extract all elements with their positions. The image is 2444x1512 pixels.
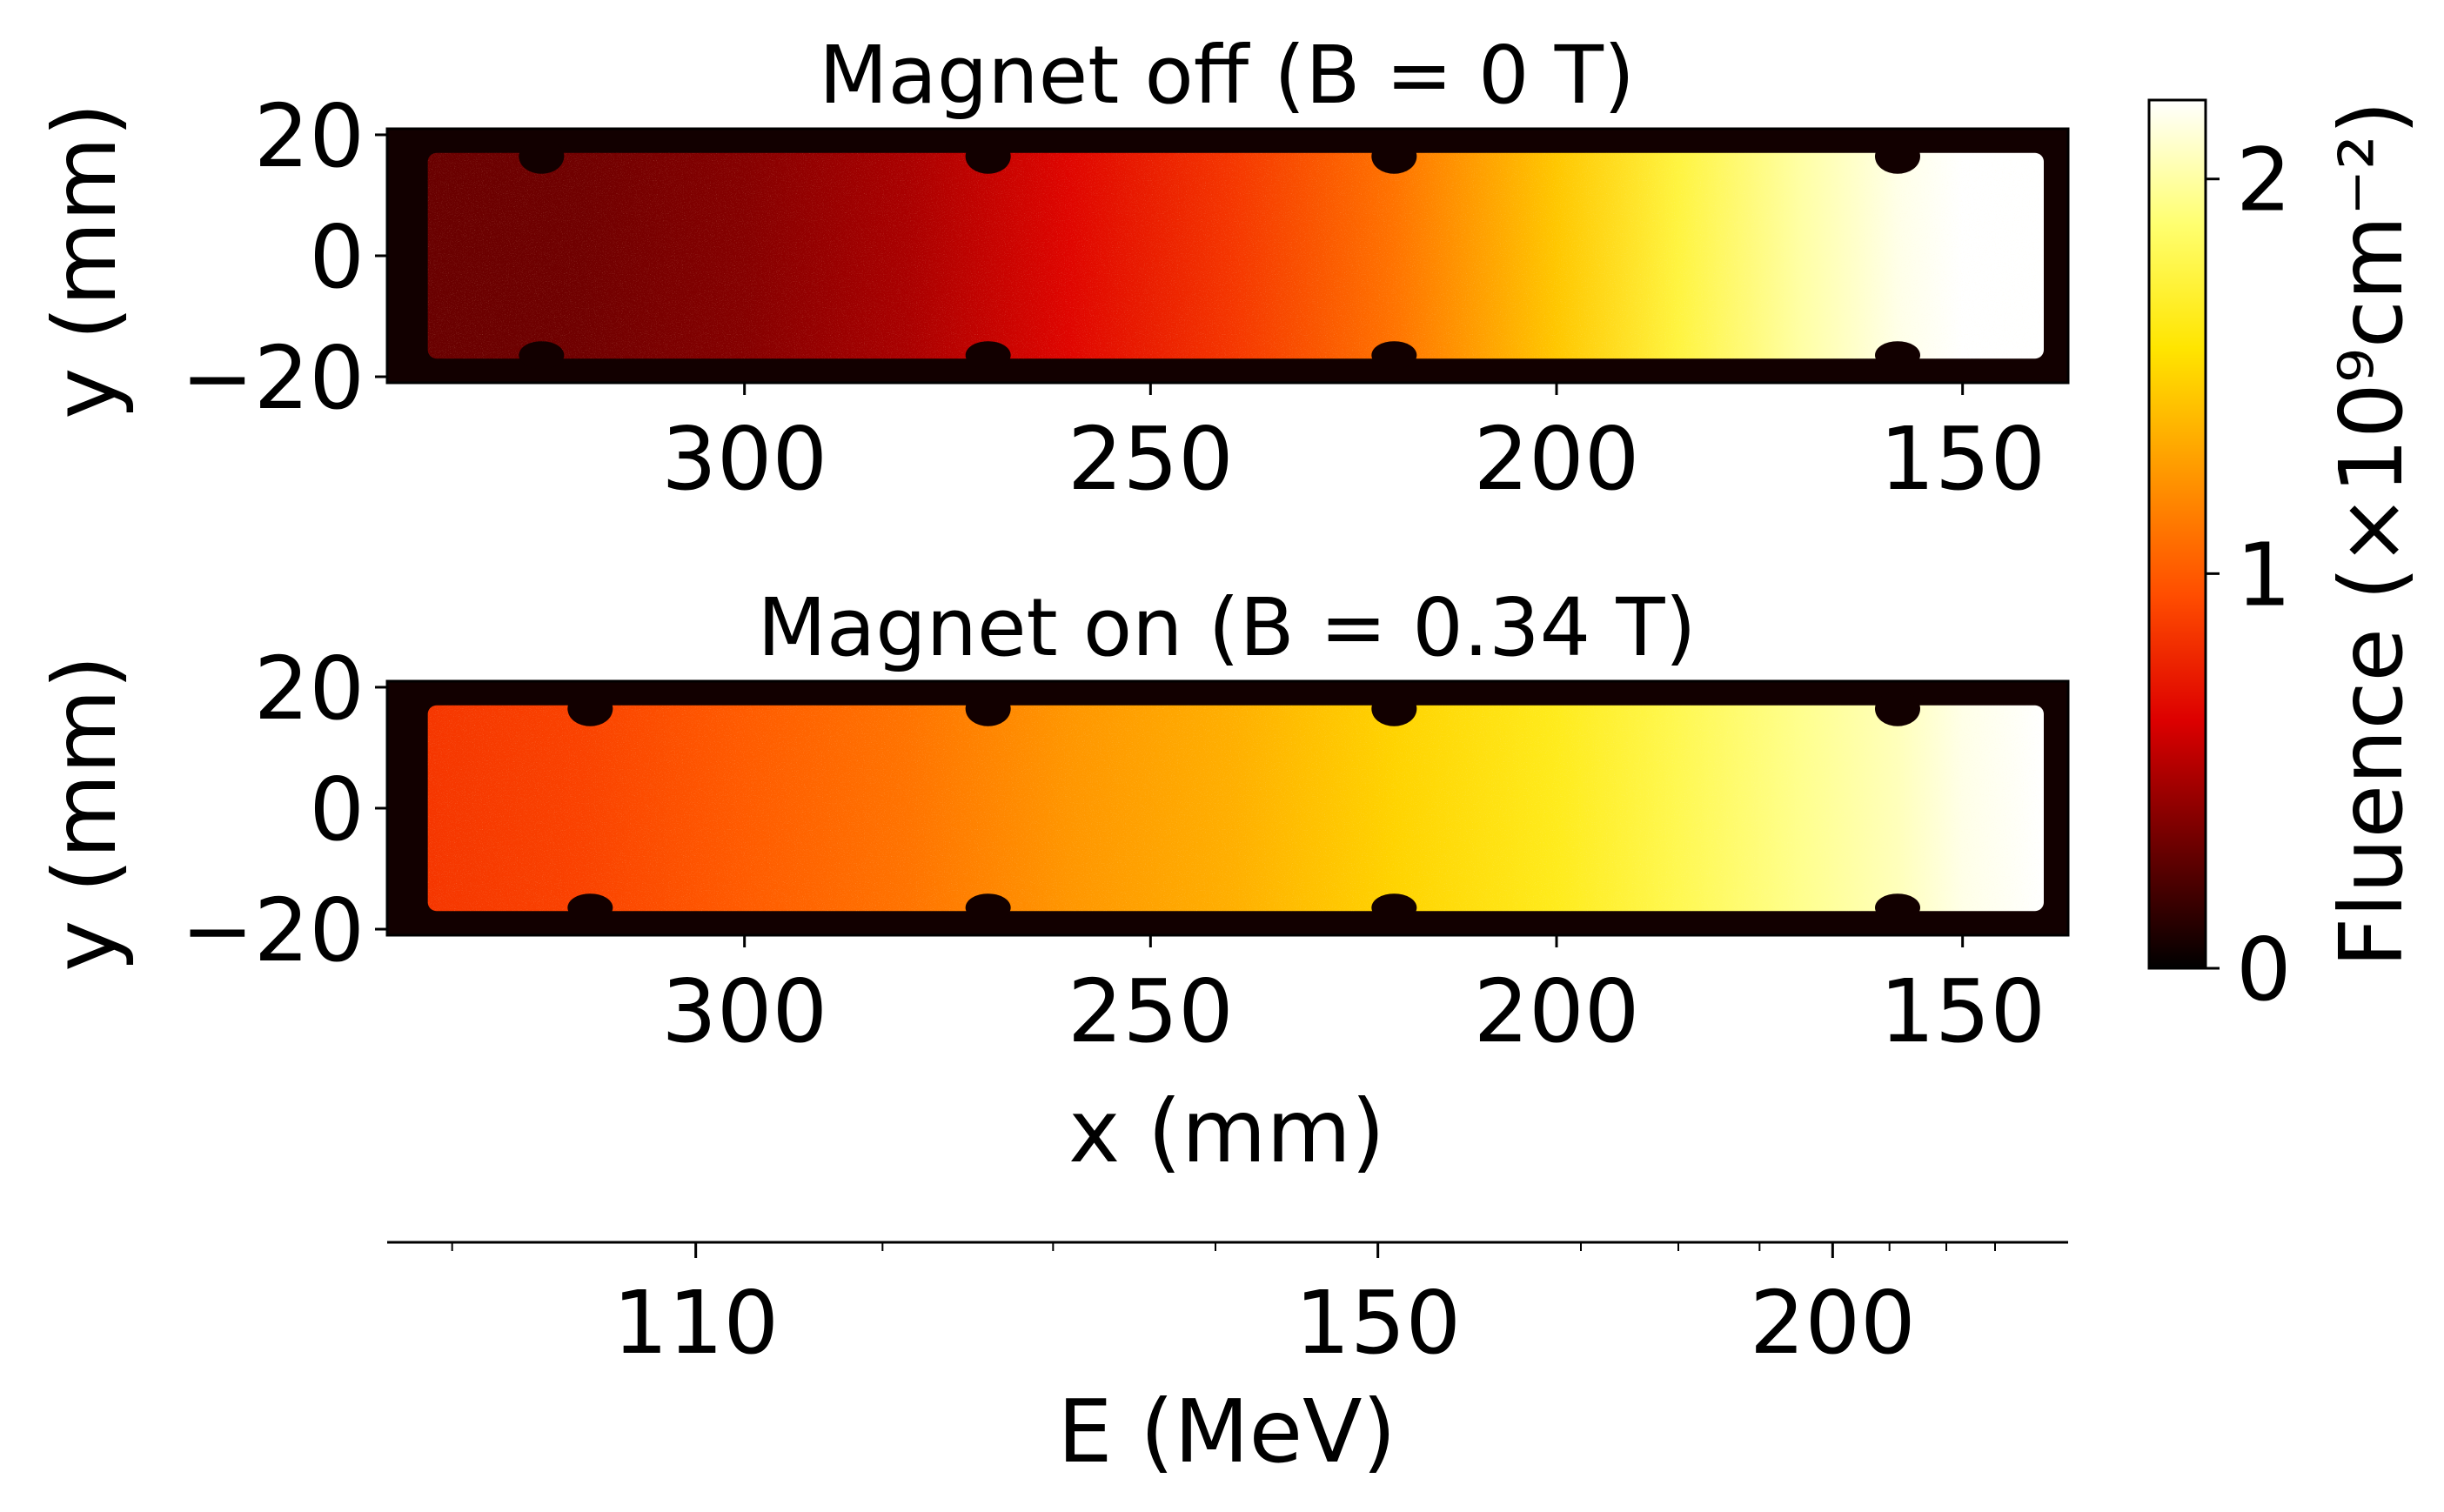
y-tick-label: 0 (309, 206, 365, 308)
plate-notch (965, 138, 1011, 174)
energy-axis: 110 150 200 E (MeV) (387, 1241, 2068, 1482)
plate-notch (1875, 893, 1920, 922)
x-tick-label: 300 (661, 408, 827, 510)
panel-title: Magnet on (B = 0.34 T) (758, 581, 1697, 674)
x-axis-label: x (mm) (1068, 1080, 1385, 1182)
plate-notch (1371, 893, 1417, 922)
y-axis-label: y (mm) (34, 103, 136, 419)
colorbar: 0 1 2 Fluence (×10⁹cm⁻²) (2147, 98, 2422, 1020)
heatmap-image (387, 129, 2068, 383)
plate-notch (1875, 138, 1920, 174)
plate-notch (965, 691, 1011, 726)
colorbar-gradient (2147, 98, 2207, 970)
energy-tick-label: 150 (1295, 1272, 1461, 1374)
energy-axis-label: E (MeV) (1057, 1381, 1396, 1482)
plate-notch (519, 138, 565, 174)
panel-magnet-on: Magnet on (B = 0.34 T) 300 250 200 150 200−… (34, 581, 2070, 1182)
colorbar-tick-label: 1 (2236, 524, 2292, 626)
colorbar-label: Fluence (×10⁹cm⁻²) (2320, 101, 2422, 967)
y-tick-label: −20 (181, 880, 365, 981)
plate-notch (1875, 691, 1920, 726)
colorbar-ticks: 0 1 2 (2206, 130, 2292, 1020)
y-tick-label: 0 (309, 759, 365, 860)
y-axis-label: y (mm) (34, 655, 136, 972)
x-axis-ticks: 300 250 200 150 (661, 383, 2046, 510)
y-tick-label: 20 (254, 638, 365, 739)
plate-notch (965, 893, 1011, 922)
x-tick-label: 250 (1068, 960, 1234, 1062)
x-tick-label: 200 (1474, 408, 1640, 510)
colorbar-tick-label: 2 (2236, 130, 2292, 231)
y-axis-ticks: 20 0 −20 (181, 85, 387, 429)
plate-notch (1371, 691, 1417, 726)
y-axis-ticks: 20 0 −20 (181, 638, 387, 981)
plate-notch (1875, 341, 1920, 370)
x-tick-label: 250 (1068, 408, 1234, 510)
plate-notch (965, 341, 1011, 370)
heatmap-image (387, 681, 2068, 935)
panel-title: Magnet off (B = 0 T) (819, 29, 1635, 122)
y-tick-label: −20 (181, 327, 365, 429)
energy-tick-label: 200 (1750, 1272, 1916, 1374)
y-tick-label: 20 (254, 85, 365, 187)
energy-tick-label: 110 (613, 1272, 779, 1374)
fluence-noise (427, 705, 2045, 912)
plate-notch (519, 341, 565, 370)
plate-notch (1371, 138, 1417, 174)
x-tick-label: 150 (1879, 408, 2046, 510)
plate-notch (567, 691, 613, 726)
colorbar-tick-label: 0 (2236, 919, 2292, 1020)
fluence-noise (427, 152, 2045, 359)
x-tick-label: 150 (1879, 960, 2046, 1062)
x-tick-label: 200 (1474, 960, 1640, 1062)
panel-magnet-off: Magnet off (B = 0 T) 300 250 200 150 200−20… (34, 29, 2070, 510)
x-axis-ticks: 300 250 200 150 (661, 935, 2046, 1062)
x-tick-label: 300 (661, 960, 827, 1062)
plate-notch (1371, 341, 1417, 370)
energy-axis-ticks: 110 150 200 (451, 1242, 1996, 1374)
plate-notch (567, 893, 613, 922)
